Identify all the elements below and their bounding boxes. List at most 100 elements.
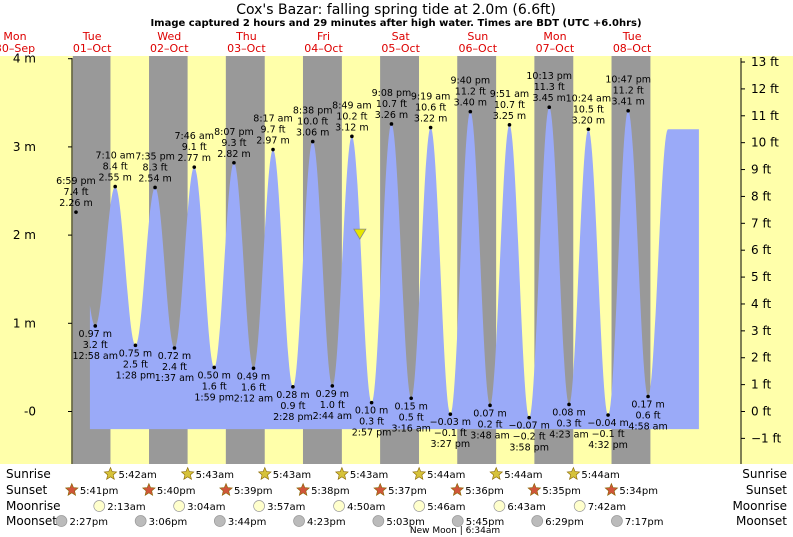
low-ft-label: 0.9 ft <box>280 401 305 412</box>
moonset-icon <box>55 515 68 527</box>
extreme-point <box>507 123 512 127</box>
high-m-label: 3.06 m <box>296 128 329 139</box>
moonset-time: 5:45pm <box>466 517 505 528</box>
high-m-label: 2.55 m <box>98 173 131 184</box>
sunrise-time: 5:43am <box>273 470 311 481</box>
sunset-star-icon <box>141 482 156 496</box>
sunrise-star-icon <box>566 466 581 480</box>
low-ft-label: 2.4 ft <box>162 362 187 373</box>
day-labels: Mon30–SepTue01–OctWed02–OctThu03–OctFri0… <box>0 30 652 55</box>
extreme-point <box>133 343 138 348</box>
high-m-label: 2.26 m <box>59 198 92 209</box>
moonrise-time: 7:42am <box>588 502 626 513</box>
right-axis-label: 9 ft <box>751 163 771 177</box>
sunset-row-label-left: Sunset <box>6 483 47 497</box>
tide-curve <box>89 107 699 430</box>
high-ft-label: 10.5 ft <box>573 104 604 115</box>
low-m-label: 0.49 m <box>237 371 270 382</box>
extreme-point <box>369 400 374 405</box>
sunrise-star-icon <box>257 466 272 480</box>
extreme-point <box>310 139 315 144</box>
sunset-star-icon <box>219 482 233 496</box>
extreme-point <box>547 105 552 110</box>
extreme-point <box>212 365 217 370</box>
extreme-point <box>448 412 453 416</box>
sunrise-star-icon <box>489 466 504 480</box>
axes: -0 1 m 2 m 3 m 4 m −1 ft 0 ft 1 ft 2 ft 3 ft 4 ft 5… <box>13 52 782 464</box>
sunrise-time: 5:43am <box>350 470 388 481</box>
high-ft-label: 11.2 ft <box>613 86 644 97</box>
chart-title: Cox's Bazar: falling spring tide at 2.0m… <box>236 2 556 18</box>
low-ft-label: 1.6 ft <box>202 381 227 392</box>
chart-subtitle: Image captured 2 hours and 29 minutes af… <box>150 18 641 29</box>
low-time-label: 2:12 am <box>234 393 273 404</box>
sunrise-star-icon <box>334 466 349 480</box>
extreme-point <box>192 165 197 169</box>
extreme-point <box>626 108 630 113</box>
low-time-label: 4:32 pm <box>588 440 628 451</box>
high-time-label: 7:46 am <box>175 131 214 142</box>
high-ft-label: 8.3 ft <box>143 162 168 173</box>
moonrise-icon <box>333 500 345 512</box>
high-m-label: 3.25 m <box>493 111 526 122</box>
moonset-icon <box>451 515 464 527</box>
day-label-date: 07–Oct <box>536 42 575 55</box>
low-ft-label: 0.5 ft <box>399 412 424 423</box>
low-ft-label: −0.1 ft <box>434 428 467 439</box>
extreme-point <box>606 413 610 417</box>
low-m-label: 0.97 m <box>79 329 112 340</box>
low-time-label: 1:59 pm <box>194 392 234 403</box>
sunset-star-icon <box>604 482 619 496</box>
low-time-label: 3:16 am <box>391 423 430 434</box>
sunset-row-label-right: Sunset <box>746 483 787 497</box>
day-label-name: Tue <box>82 30 102 43</box>
moonrise-time: 3:04am <box>187 502 225 513</box>
moonrise-row-label-right: Moonrise <box>732 499 787 513</box>
day-label-date: 01–Oct <box>73 42 112 55</box>
high-m-label: 2.77 m <box>178 153 211 164</box>
extreme-point <box>330 384 335 388</box>
right-axis-label: 1 ft <box>751 378 771 392</box>
current-tide-marker <box>353 228 367 240</box>
moonset-time: 7:17pm <box>625 517 664 528</box>
low-ft-label: 0.2 ft <box>478 419 503 430</box>
low-m-label: −0.07 m <box>508 421 549 432</box>
sunrise-time: 5:44am <box>427 470 465 481</box>
high-ft-label: 7.4 ft <box>63 187 88 198</box>
low-ft-label: 0.3 ft <box>359 417 384 428</box>
low-time-label: 3:27 pm <box>431 439 471 450</box>
day-label-name: Fri <box>317 30 330 43</box>
high-ft-label: 10.0 ft <box>297 117 328 128</box>
sunset-time: 5:39pm <box>234 486 273 497</box>
high-time-label: 8:07 pm <box>214 127 254 138</box>
sunrise-time: 5:44am <box>581 470 619 481</box>
high-ft-label: 11.3 ft <box>534 82 565 93</box>
sunrise-time: 5:42am <box>118 470 156 481</box>
day-label-date: 08–Oct <box>613 42 652 55</box>
high-ft-label: 11.2 ft <box>455 87 486 98</box>
low-time-label: 2:57 pm <box>352 428 392 439</box>
extreme-point <box>350 134 354 139</box>
moonrise-time: 4:50am <box>347 502 385 513</box>
high-time-label: 6:59 pm <box>56 176 96 187</box>
high-ft-label: 9.3 ft <box>221 138 246 149</box>
day-label-name: Tue <box>622 30 642 43</box>
high-m-label: 3.20 m <box>572 115 605 126</box>
sunset-star-icon <box>450 482 465 496</box>
low-m-label: 0.28 m <box>276 390 309 401</box>
moonrise-icon <box>253 500 265 512</box>
sunset-time: 5:40pm <box>157 486 196 497</box>
low-ft-label: 1.6 ft <box>241 382 266 393</box>
moonrise-time: 3:57am <box>267 502 305 513</box>
high-m-label: 2.82 m <box>217 149 250 160</box>
high-m-label: 3.45 m <box>533 93 566 104</box>
moonset-row-label-left: Moonset <box>6 514 57 528</box>
high-ft-label: 9.7 ft <box>261 125 286 136</box>
high-m-label: 2.54 m <box>138 173 171 184</box>
high-time-label: 9:51 am <box>490 89 529 100</box>
high-time-label: 10:47 pm <box>605 75 651 86</box>
extreme-point <box>153 185 157 190</box>
day-label-date: 02–Oct <box>150 42 189 55</box>
